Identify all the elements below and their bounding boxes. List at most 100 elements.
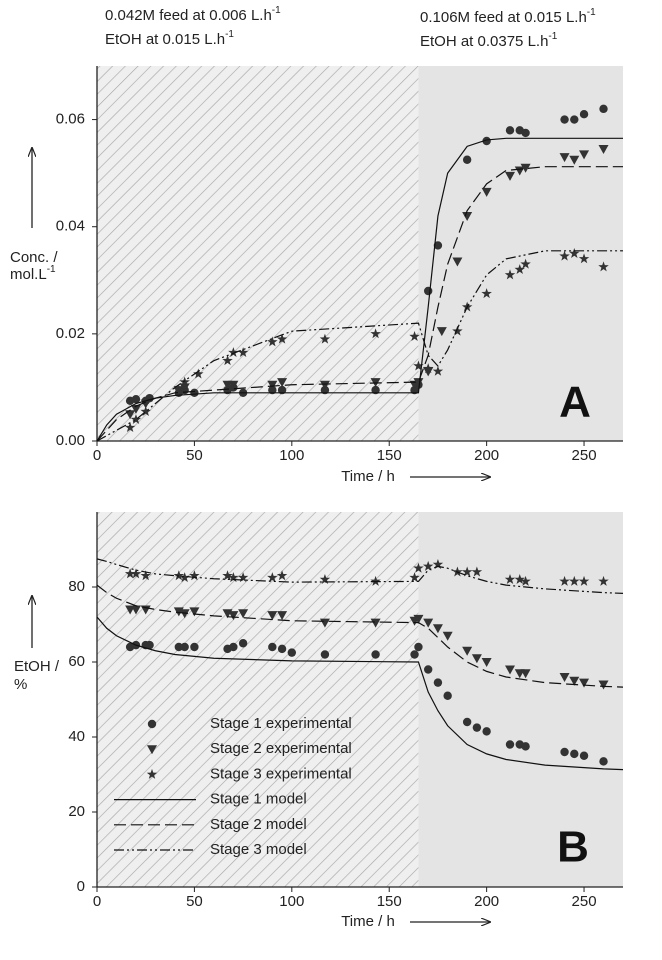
legend-marker (147, 719, 157, 729)
data-point (481, 288, 492, 299)
data-point (370, 328, 381, 339)
data-point (413, 614, 424, 624)
data-point (559, 153, 570, 163)
data-point (559, 250, 570, 261)
data-point (472, 723, 482, 732)
y-axis-title-text: mol.L (10, 266, 47, 283)
data-point (482, 727, 491, 736)
data-point (514, 574, 525, 584)
x-tick-label: 150 (377, 893, 402, 910)
data-point (598, 680, 609, 690)
annotation-text: 0.106M feed at 0.015 L.h (420, 9, 587, 26)
data-point (237, 572, 249, 583)
legend-label: Stage 3 experimental (210, 765, 352, 782)
data-point (414, 642, 423, 652)
y-axis-title-text: EtOH / (14, 658, 60, 675)
annotation: 0.042M feed at 0.006 L.h-1 (105, 5, 281, 24)
data-point (179, 376, 190, 387)
data-point (598, 145, 609, 155)
annotation: EtOH at 0.0375 L.h-1 (420, 31, 558, 50)
data-point (267, 611, 278, 621)
data-point (482, 136, 491, 146)
data-point (238, 609, 249, 619)
data-point (276, 570, 288, 581)
data-point (570, 749, 579, 759)
data-point (514, 264, 525, 275)
data-point (462, 155, 472, 164)
y-axis-title-text: % (14, 676, 27, 693)
data-point (173, 384, 185, 395)
y-tick-label: 60 (68, 653, 85, 670)
model-line (96, 137, 623, 442)
y-axis-title: Conc. / (10, 249, 58, 266)
data-point (442, 631, 453, 641)
regions (97, 66, 623, 887)
data-point (130, 414, 142, 425)
y-axis-title: EtOH / (14, 658, 60, 675)
shaded-region (418, 512, 623, 887)
data-point (229, 642, 238, 652)
data-point (371, 650, 380, 659)
data-point (413, 378, 424, 388)
data-point (432, 559, 444, 569)
x-tick-label: 150 (377, 447, 402, 464)
data-point (179, 609, 190, 619)
data-point (287, 648, 297, 657)
data-point (370, 575, 381, 586)
x-tick-label: 0 (93, 893, 101, 910)
data-point (452, 257, 463, 267)
legend-label: Stage 1 model (210, 791, 307, 808)
annotation-sup: -1 (225, 29, 234, 40)
annotation-text: 0.042M feed at 0.006 L.h (105, 7, 272, 24)
data-point (237, 347, 249, 358)
data-point (319, 333, 331, 344)
data-point (579, 751, 589, 760)
data-point (504, 574, 516, 584)
data-point (124, 568, 136, 579)
x-tick-label: 100 (279, 447, 304, 464)
data-point (413, 360, 424, 371)
data-point (452, 325, 463, 336)
data-point (579, 678, 590, 688)
data-point (423, 665, 433, 674)
data-point (599, 757, 608, 766)
legend-label: Stage 3 model (210, 841, 307, 858)
model-line (96, 166, 623, 442)
data-point (277, 378, 288, 388)
data-point (277, 611, 288, 621)
y-tick-label: 0.00 (56, 432, 85, 449)
data-point (471, 566, 483, 577)
data-point (443, 691, 452, 700)
x-tick-label: 200 (474, 893, 499, 910)
data-point (319, 380, 330, 390)
annotation: 0.106M feed at 0.015 L.h-1 (420, 7, 596, 26)
annotation-text: EtOH at 0.0375 L.h (420, 33, 548, 50)
x-tick-label: 50 (186, 893, 203, 910)
legend-marker (146, 768, 158, 779)
data-point (433, 678, 443, 687)
annotation: EtOH at 0.015 L.h-1 (105, 29, 234, 48)
data-point (413, 562, 424, 573)
data-point (130, 568, 142, 579)
y-axis-title: % (14, 676, 27, 693)
data-point (409, 572, 420, 583)
data-point (521, 742, 530, 751)
data-point (570, 115, 579, 124)
y-axis-title-sup: -1 (47, 264, 56, 275)
data-point (180, 642, 189, 652)
panel-label: B (557, 823, 589, 872)
data-point (130, 605, 141, 615)
data-point (228, 611, 239, 621)
data-point (520, 163, 531, 173)
shaded-region (418, 66, 623, 441)
data-point (559, 673, 570, 682)
data-point (505, 171, 516, 181)
data-point (481, 187, 492, 197)
data-point (521, 128, 530, 138)
annotation-text: EtOH at 0.015 L.h (105, 31, 225, 48)
model-line (96, 558, 624, 594)
data-point (505, 665, 516, 675)
annotation-sup: -1 (272, 5, 281, 16)
